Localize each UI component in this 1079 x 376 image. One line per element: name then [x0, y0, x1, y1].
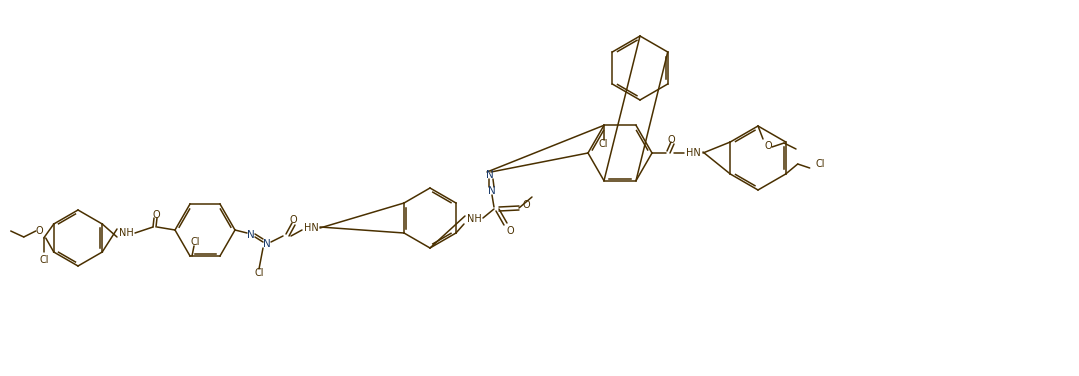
Text: Cl: Cl: [255, 268, 263, 278]
Text: HN: HN: [685, 148, 700, 158]
Text: O: O: [36, 226, 43, 236]
Text: O: O: [667, 135, 674, 145]
Text: NH: NH: [119, 228, 134, 238]
Text: N: N: [488, 186, 496, 196]
Text: NH: NH: [466, 214, 481, 224]
Text: Cl: Cl: [39, 255, 49, 265]
Text: N: N: [247, 230, 255, 240]
Text: Cl: Cl: [598, 139, 607, 149]
Text: N: N: [263, 239, 271, 249]
Text: HN: HN: [303, 223, 318, 233]
Text: O: O: [506, 226, 514, 236]
Text: Cl: Cl: [816, 159, 825, 169]
Text: N: N: [487, 170, 494, 180]
Text: O: O: [289, 215, 297, 225]
Text: Cl: Cl: [190, 237, 200, 247]
Text: O: O: [152, 210, 160, 220]
Text: O: O: [764, 141, 771, 151]
Text: O: O: [522, 200, 530, 210]
